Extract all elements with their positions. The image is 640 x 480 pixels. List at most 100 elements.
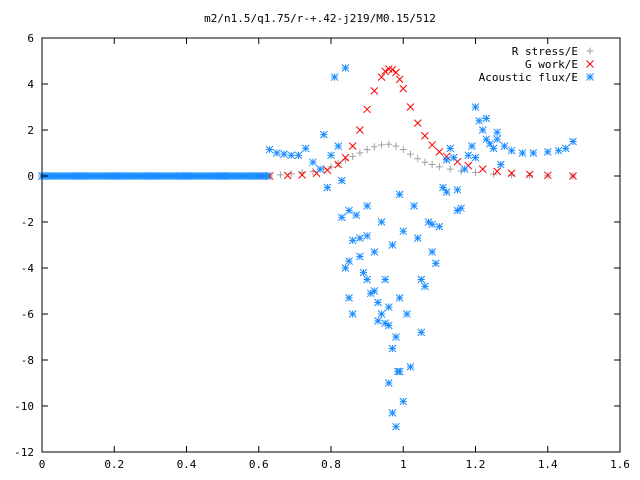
data-point	[410, 202, 418, 210]
data-point	[370, 87, 379, 95]
data-point	[330, 73, 339, 81]
data-point	[341, 64, 350, 72]
data-point	[349, 152, 357, 160]
data-point	[446, 144, 455, 153]
data-point	[378, 141, 386, 149]
data-point	[399, 227, 408, 236]
data-point	[460, 165, 469, 173]
data-point	[287, 151, 296, 160]
y-tick-label: -2	[21, 216, 34, 229]
data-point	[374, 298, 382, 307]
data-point	[294, 151, 303, 160]
data-point	[298, 170, 306, 179]
data-point	[356, 126, 364, 134]
data-point	[442, 156, 451, 164]
data-point	[392, 142, 400, 150]
data-point	[493, 128, 502, 137]
data-point	[323, 183, 332, 192]
y-tick-label: -10	[14, 400, 34, 413]
data-point	[381, 319, 390, 328]
data-point	[283, 171, 292, 180]
data-point	[337, 176, 346, 185]
data-point	[388, 409, 397, 417]
data-point	[428, 161, 436, 168]
data-point	[428, 141, 437, 149]
data-point	[464, 151, 473, 160]
data-point	[276, 171, 284, 179]
data-point	[518, 149, 527, 157]
x-tick-label: 0.8	[321, 458, 341, 471]
x-tick-label: 1.4	[538, 458, 558, 471]
data-point	[435, 222, 444, 231]
data-point	[468, 142, 476, 150]
legend-label: R stress/E	[512, 45, 578, 58]
data-marks	[38, 64, 577, 431]
data-point	[334, 159, 342, 167]
legend-marker	[586, 60, 594, 68]
data-point	[428, 248, 437, 256]
data-point	[348, 236, 357, 245]
data-point	[384, 379, 393, 387]
data-point	[478, 165, 487, 173]
data-point	[363, 146, 371, 154]
data-point	[316, 165, 325, 173]
x-tick-label: 1.2	[466, 458, 486, 471]
legend-label: G work/E	[525, 58, 578, 71]
data-point	[507, 169, 516, 178]
data-point	[352, 211, 361, 219]
data-point	[309, 158, 317, 167]
data-point	[478, 126, 487, 134]
data-point	[554, 146, 563, 155]
data-point	[417, 328, 426, 337]
data-point	[341, 153, 350, 162]
data-point	[490, 170, 498, 178]
data-point	[399, 84, 408, 93]
data-point	[388, 344, 397, 353]
legend-label: Acoustic flux/E	[479, 71, 578, 84]
data-point	[384, 303, 393, 311]
data-point	[341, 264, 350, 272]
data-point	[446, 165, 454, 173]
data-point	[526, 172, 534, 180]
data-point	[334, 142, 343, 150]
y-tick-label: -4	[21, 262, 35, 275]
data-point	[370, 287, 379, 295]
data-point	[348, 310, 357, 318]
data-point	[363, 231, 371, 240]
data-point	[337, 213, 346, 222]
data-point	[323, 166, 332, 175]
data-point	[377, 218, 386, 226]
data-point	[413, 119, 422, 127]
data-point	[363, 275, 371, 284]
data-point	[493, 167, 502, 176]
data-point	[363, 105, 371, 114]
data-point	[569, 137, 577, 146]
data-point	[569, 172, 577, 180]
y-tick-label: -12	[14, 446, 34, 459]
data-point	[493, 135, 502, 144]
data-point	[356, 252, 364, 261]
data-point	[453, 185, 462, 194]
data-point	[439, 183, 447, 192]
data-point	[392, 333, 400, 341]
data-point	[525, 170, 534, 179]
chart-title: m2/n1.5/q1.75/r-+.42-j219/M0.15/512	[204, 12, 436, 25]
data-point	[370, 248, 379, 256]
data-point	[345, 206, 353, 215]
data-point	[301, 144, 310, 153]
data-point	[457, 204, 465, 213]
legend-marker	[586, 47, 594, 55]
data-point	[392, 68, 400, 77]
data-point	[471, 153, 480, 162]
data-point	[399, 146, 407, 154]
data-point	[374, 317, 382, 325]
data-point	[472, 169, 479, 177]
data-point	[500, 142, 509, 150]
data-point	[280, 150, 288, 159]
data-point	[421, 282, 429, 291]
y-tick-label: 2	[27, 124, 34, 137]
data-point	[327, 151, 335, 160]
y-tick-label: 0	[27, 170, 34, 183]
